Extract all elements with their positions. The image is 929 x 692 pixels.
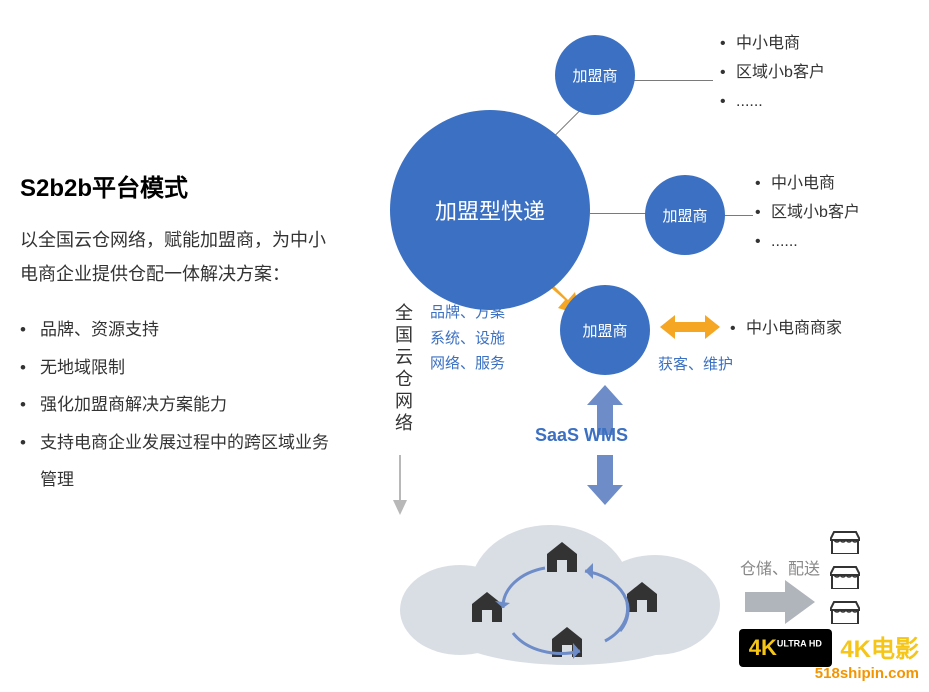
shop-icon [830,565,860,589]
brand-line: 品牌、方案 [430,300,505,326]
connector-line [633,80,713,81]
connector-line [723,215,753,216]
list-item: 中小电商 [755,170,860,199]
brand-line: 系统、设施 [430,326,505,352]
list-item: 中小电商商家 [730,315,842,344]
list-item: ...... [720,88,825,117]
cloud-right-label: 仓储、配送 [740,555,820,579]
list-item: 区域小b客户 [755,199,860,228]
list-item: 区域小b客户 [720,59,825,88]
franchisee-node: 加盟商 [555,35,635,115]
list-item: 中小电商 [720,30,825,59]
feature-item: 强化加盟商解决方案能力 [20,386,340,423]
watermark-url: 518shipin.com [739,665,919,682]
feature-item: 品牌、资源支持 [20,311,340,348]
franchisee-node: 加盟商 [645,175,725,255]
feature-list: 品牌、资源支持 无地域限制 强化加盟商解决方案能力 支持电商企业发展过程中的跨区… [20,311,340,498]
watermark: 4KULTRA HD 4K电影 518shipin.com [739,629,919,682]
shop-icon [830,530,860,554]
side-list-1: 中小电商 区域小b客户 ...... [720,30,825,116]
cloud-shape [390,505,740,665]
feature-item: 无地域限制 [20,349,340,386]
franchisee-node: 加盟商 [560,285,650,375]
list-item: ...... [755,228,860,257]
arrow-right-grey-icon [745,580,815,624]
cycle-arrows-icon [485,553,645,663]
description-text: 以全国云仓网络，赋能加盟商，为中小电商企业提供仓配一体解决方案： [20,223,340,291]
vertical-label: 全国云仓网络 [390,303,416,435]
connector-line [590,213,650,214]
saas-label: SaaS WMS [535,425,628,446]
arrow-orange-double-icon [660,312,720,342]
brand-line: 网络、服务 [430,351,505,377]
diagram-area: 加盟型快递 加盟商 加盟商 加盟商 中小电商 区域小b客户 ...... 中小电… [360,0,929,692]
watermark-logo: 4KULTRA HD [739,629,832,667]
brand-text-block: 品牌、方案 系统、设施 网络、服务 [430,300,505,377]
center-node: 加盟型快递 [390,110,590,310]
shop-icon [830,600,860,624]
side-list-2: 中小电商 区域小b客户 ...... [755,170,860,256]
feature-item: 支持电商企业发展过程中的跨区域业务管理 [20,424,340,499]
watermark-text: 4K电影 [840,629,919,664]
acquire-label: 获客、维护 [658,353,733,374]
heading-title: S2b2b平台模式 [20,168,340,203]
side-list-3: 中小电商商家 [730,315,842,344]
